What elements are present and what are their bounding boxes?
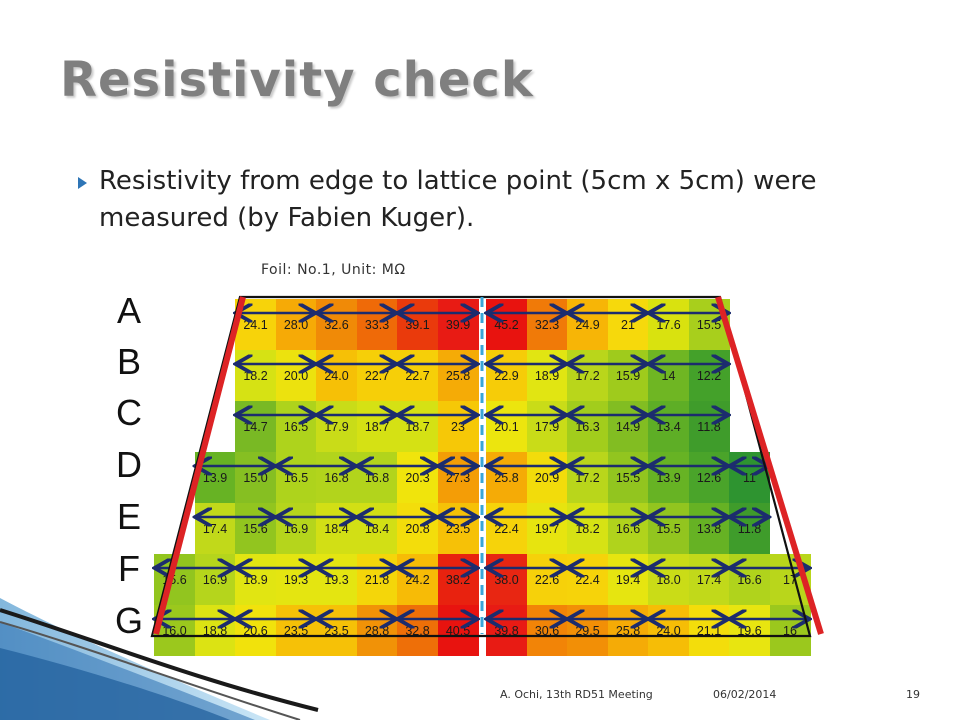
- row-label-f: F: [118, 548, 140, 589]
- page-number: 19: [906, 688, 920, 701]
- footer-date: 06/02/2014: [713, 688, 777, 701]
- row-label-a: A: [116, 290, 141, 331]
- footer-author: A. Ochi, 13th RD51 Meeting: [500, 688, 653, 701]
- triangle-bullet-icon: [78, 177, 87, 189]
- left-red-edge: [153, 296, 246, 635]
- right-red-edge: [715, 296, 824, 635]
- decorative-swoosh: [0, 598, 319, 720]
- row-label-c: C: [116, 392, 142, 433]
- bullet-text: Resistivity from edge to lattice point (…: [99, 166, 817, 233]
- row-label-g: G: [114, 600, 143, 641]
- row-label-b: B: [116, 341, 141, 382]
- row-label-d: D: [116, 444, 142, 485]
- slide-title: Resistivity check: [60, 52, 534, 108]
- bullet-point: Resistivity from edge to lattice point (…: [78, 163, 898, 237]
- foil-outline: [150, 295, 812, 638]
- foil-caption: Foil: No.1, Unit: MΩ: [261, 262, 406, 278]
- row-label-e: E: [116, 496, 141, 537]
